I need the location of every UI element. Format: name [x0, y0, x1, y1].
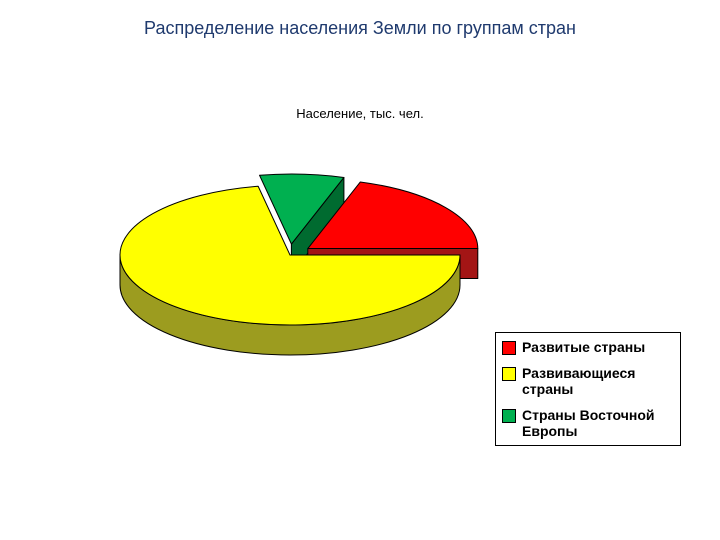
legend-label: Развивающиеся страны: [522, 365, 672, 397]
legend-label: Страны Восточной Европы: [522, 407, 672, 439]
legend-label: Развитые страны: [522, 339, 645, 355]
page-title: Распределение населения Земли по группам…: [0, 18, 720, 39]
legend-swatch-developing: [502, 367, 516, 381]
legend-item-eastern-europe: Страны Восточной Европы: [502, 407, 672, 439]
legend-swatch-eastern-europe: [502, 409, 516, 423]
legend-item-developed: Развитые страны: [502, 339, 672, 355]
pie-chart: [100, 145, 480, 375]
chart-subtitle: Население, тыс. чел.: [0, 106, 720, 121]
legend-item-developing: Развивающиеся страны: [502, 365, 672, 397]
legend-swatch-developed: [502, 341, 516, 355]
legend: Развитые страны Развивающиеся страны Стр…: [495, 332, 681, 446]
